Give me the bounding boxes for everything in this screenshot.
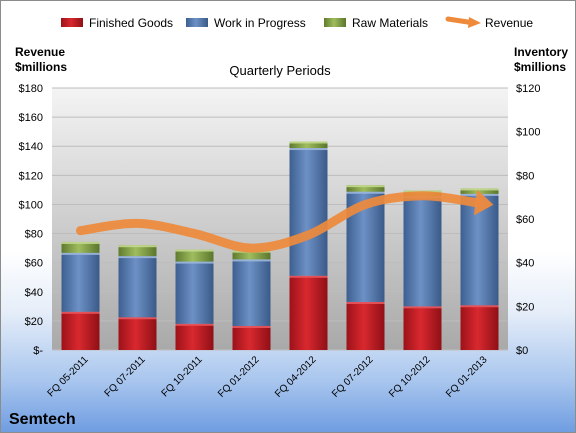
bar-finished-goods	[289, 275, 328, 350]
legend-label-work-in-progress: Work in Progress	[214, 16, 306, 30]
right-tick-label: $80	[516, 170, 534, 182]
x-tick-label: FQ 01-2013	[444, 354, 490, 400]
left-tick-label: $100	[19, 199, 43, 211]
bar-raw-materials-top-edge	[289, 141, 328, 144]
bar-raw-materials	[346, 185, 385, 192]
x-tick-label: FQ 07-2011	[103, 354, 148, 399]
revenue-arrowhead	[473, 189, 494, 216]
bar-work-in-progress-top-edge	[118, 256, 157, 259]
bar-work-in-progress	[175, 261, 214, 324]
bar-finished-goods-top-edge	[403, 306, 442, 309]
x-tick-label: FQ 04-2012	[273, 354, 319, 400]
legend-label-finished-goods: Finished Goods	[89, 16, 173, 30]
bar-raw-materials	[61, 241, 100, 253]
bar-finished-goods	[403, 306, 442, 350]
bar-finished-goods-top-edge	[232, 325, 271, 328]
left-axis-title-line2: $millions	[15, 60, 67, 74]
left-tick-label: $120	[19, 170, 43, 182]
bar-raw-materials-top-edge	[118, 245, 157, 248]
company-name: Semtech	[9, 411, 76, 428]
chart-title: Quarterly Periods	[229, 63, 331, 78]
left-tick-label: $60	[25, 258, 43, 270]
bar-work-in-progress	[403, 196, 442, 307]
revenue-line	[76, 189, 494, 253]
bar-finished-goods	[460, 305, 499, 350]
x-tick-label: FQ 10-2011	[160, 354, 205, 399]
right-tick-label: $20	[516, 301, 534, 313]
left-tick-label: $20	[25, 316, 43, 328]
left-tick-label: $160	[19, 112, 43, 124]
x-axis-ticks: FQ 05-2011 FQ 07-2011 FQ 10-2011 FQ 01-2012…	[46, 354, 490, 400]
x-tick-label: FQ 07-2012	[330, 354, 376, 400]
left-tick-label: $180	[19, 83, 43, 95]
bar-finished-goods	[61, 311, 100, 350]
legend-swatch-revenue	[445, 16, 474, 25]
bar-work-in-progress-top-edge	[175, 261, 214, 264]
right-tick-label: $100	[516, 127, 540, 139]
bar-finished-goods-top-edge	[175, 323, 214, 326]
legend-label-raw-materials: Raw Materials	[352, 16, 428, 30]
bar-work-in-progress	[61, 252, 100, 312]
left-tick-label: $140	[19, 141, 43, 153]
bar-finished-goods-top-edge	[346, 301, 385, 304]
left-tick-label: $40	[25, 287, 43, 299]
bar-finished-goods-top-edge	[118, 317, 157, 320]
bar-finished-goods	[118, 317, 157, 350]
bar-work-in-progress-top-edge	[61, 252, 100, 255]
x-tick-label: FQ 10-2012	[387, 354, 433, 400]
legend-swatch-raw-materials	[324, 18, 346, 27]
bar-finished-goods-top-edge	[460, 305, 499, 308]
bar-finished-goods	[175, 323, 214, 350]
left-tick-label: $80	[25, 229, 43, 241]
x-tick-label: FQ 01-2012	[216, 354, 262, 400]
x-tick-label: FQ 05-2011	[46, 354, 91, 399]
right-axis-ticks: $0 $20 $40 $60 $80 $100 $120	[516, 83, 540, 357]
bar-work-in-progress-top-edge	[232, 259, 271, 262]
right-axis-title-line1: Inventory	[514, 45, 568, 59]
legend: Finished Goods Work in Progress Raw Mate…	[61, 16, 533, 30]
bar-raw-materials	[118, 245, 157, 257]
bar-finished-goods-top-edge	[61, 311, 100, 314]
bar-work-in-progress	[118, 256, 157, 318]
left-axis-ticks: $- $20 $40 $60 $80 $100 $120 $140 $160 $180	[19, 83, 44, 357]
bar-finished-goods-top-edge	[289, 275, 328, 278]
right-tick-label: $40	[516, 258, 534, 270]
bar-work-in-progress-top-edge	[289, 148, 328, 151]
left-tick-label: $-	[33, 345, 43, 357]
bar-raw-materials-top-edge	[61, 241, 100, 244]
right-tick-label: $0	[516, 345, 528, 357]
legend-swatch-revenue-arrowhead	[468, 17, 481, 28]
legend-label-revenue: Revenue	[485, 16, 533, 30]
legend-swatch-finished-goods	[61, 18, 83, 27]
right-tick-label: $120	[516, 83, 540, 95]
bar-work-in-progress	[232, 259, 271, 326]
left-axis-title-line1: Revenue	[15, 45, 65, 59]
revenue-curve	[76, 191, 481, 253]
bar-work-in-progress-top-edge	[346, 191, 385, 194]
bar-raw-materials	[460, 188, 499, 194]
bar-work-in-progress	[289, 148, 328, 276]
right-tick-label: $60	[516, 214, 534, 226]
bar-finished-goods	[346, 301, 385, 350]
right-axis-title-line2: $millions	[514, 60, 566, 74]
bar-raw-materials	[289, 141, 328, 149]
bar-raw-materials	[175, 249, 214, 262]
bar-raw-materials	[232, 250, 271, 260]
bar-raw-materials-top-edge	[460, 188, 499, 191]
legend-swatch-work-in-progress	[186, 18, 208, 27]
bar-work-in-progress	[460, 193, 499, 306]
bar-raw-materials-top-edge	[175, 249, 214, 252]
bar-raw-materials-top-edge	[346, 185, 385, 188]
bar-finished-goods	[232, 325, 271, 350]
bars	[61, 141, 499, 350]
